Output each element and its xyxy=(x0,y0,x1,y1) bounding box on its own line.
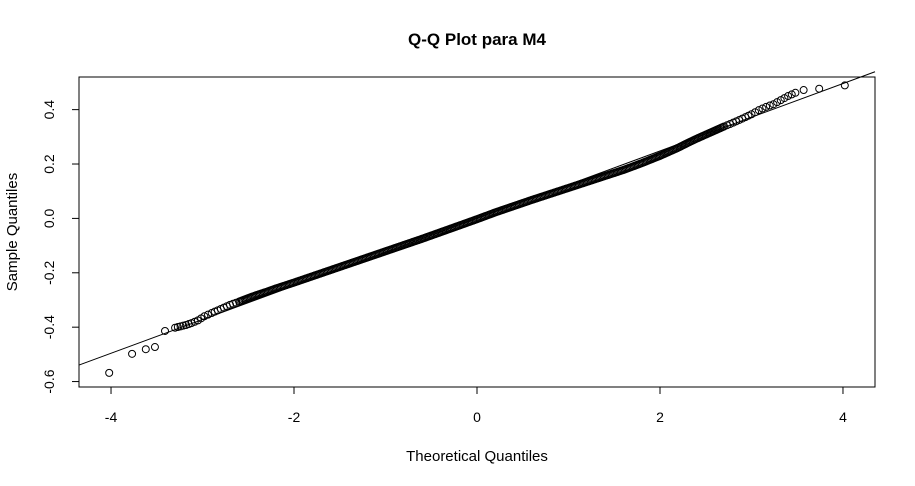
sample-point xyxy=(762,102,771,111)
tail-point xyxy=(799,86,808,95)
tail-point xyxy=(161,326,170,335)
tail-point xyxy=(840,81,849,90)
x-axis-title: Theoretical Quantiles xyxy=(406,448,548,465)
x-tick-label: -4 xyxy=(105,409,118,425)
tail-point xyxy=(815,84,824,93)
tail-point xyxy=(141,345,150,354)
sample-point xyxy=(204,310,213,319)
sample-point xyxy=(791,88,800,97)
tail-point xyxy=(150,343,159,352)
x-tick-label: 4 xyxy=(839,409,847,425)
y-axis: -0.6 -0.4 -0.2 0.0 0.2 0.4 xyxy=(41,100,80,394)
plot-frame xyxy=(78,76,876,388)
sample-point xyxy=(765,101,774,110)
tail-point xyxy=(105,368,114,377)
y-tick-label: 0.2 xyxy=(41,154,57,174)
y-tick-label: -0.2 xyxy=(41,261,57,285)
sample-point xyxy=(787,90,796,99)
y-tick-label: -0.6 xyxy=(41,369,57,393)
x-axis: -4 -2 0 2 4 xyxy=(105,386,847,425)
sample-point xyxy=(784,92,793,101)
sample-point xyxy=(758,104,767,113)
chart-title: Q-Q Plot para M4 xyxy=(408,30,546,49)
x-tick-label: 0 xyxy=(473,409,481,425)
x-tick-label: -2 xyxy=(288,409,301,425)
tail-point xyxy=(128,349,137,358)
y-tick-label: 0.0 xyxy=(41,208,57,228)
y-tick-label: 0.4 xyxy=(41,100,57,120)
x-tick-label: 2 xyxy=(656,409,664,425)
y-axis-title: Sample Quantiles xyxy=(4,173,21,291)
y-tick-label: -0.4 xyxy=(41,315,57,339)
sample-point xyxy=(200,312,209,321)
sample-points xyxy=(105,81,849,377)
sample-point xyxy=(754,106,763,115)
